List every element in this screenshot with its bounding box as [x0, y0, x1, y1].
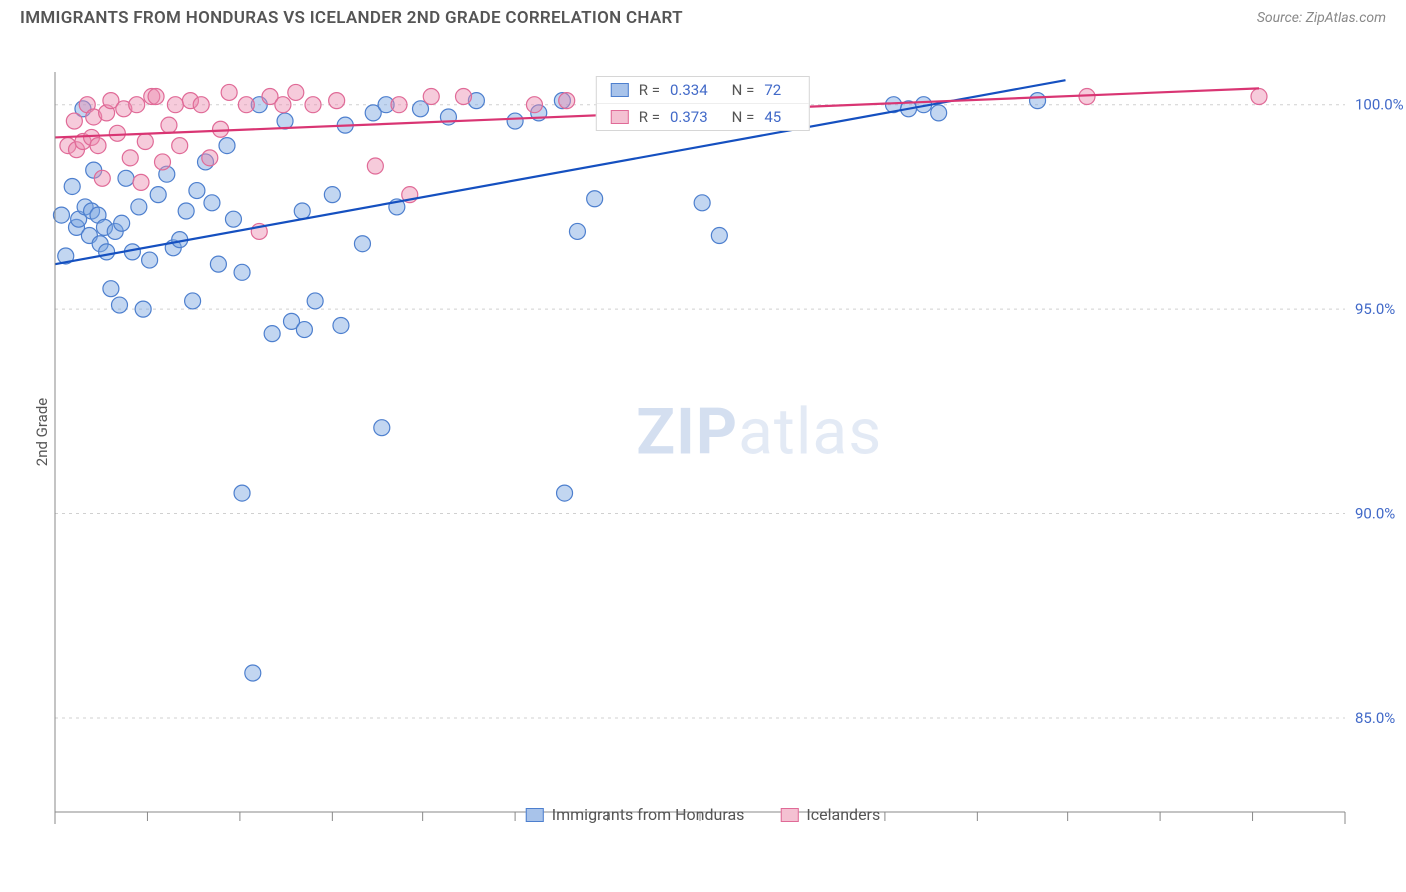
legend-item: Icelanders [780, 805, 880, 824]
legend-swatch-icon [526, 808, 544, 822]
svg-text:90.0%: 90.0% [1355, 505, 1395, 523]
r-value: 0.334 [670, 81, 708, 99]
n-value: 45 [764, 108, 781, 126]
svg-text:85.0%: 85.0% [1355, 709, 1395, 727]
legend-swatch-icon [611, 83, 629, 97]
correlation-legend: R = 0.334 N = 72 R = 0.373 N = 45 [596, 76, 810, 131]
chart-container: 2nd Grade 85.0%90.0%95.0%100.0%0.0%60.0%… [0, 32, 1406, 832]
page-title: IMMIGRANTS FROM HONDURAS VS ICELANDER 2N… [20, 8, 683, 28]
svg-text:95.0%: 95.0% [1355, 300, 1395, 318]
legend-label: Immigrants from Honduras [552, 805, 745, 824]
n-value: 72 [764, 81, 781, 99]
legend-row: R = 0.334 N = 72 [597, 77, 809, 103]
legend-item: Immigrants from Honduras [526, 805, 745, 824]
scatter-plot: 85.0% 90.0% 95.0% 100.0% 0.0% 60.0% [0, 32, 1406, 832]
legend-swatch-icon [780, 808, 798, 822]
legend-label: Icelanders [806, 805, 880, 824]
source-label: Source: ZipAtlas.com [1257, 10, 1386, 26]
series-legend: Immigrants from Honduras Icelanders [526, 805, 880, 824]
legend-row: R = 0.373 N = 45 [597, 103, 809, 130]
svg-text:100.0%: 100.0% [1355, 96, 1404, 114]
svg-text:0.0%: 0.0% [55, 830, 87, 832]
svg-text:60.0%: 60.0% [1305, 830, 1345, 832]
r-value: 0.373 [670, 108, 708, 126]
legend-swatch-icon [611, 110, 629, 124]
